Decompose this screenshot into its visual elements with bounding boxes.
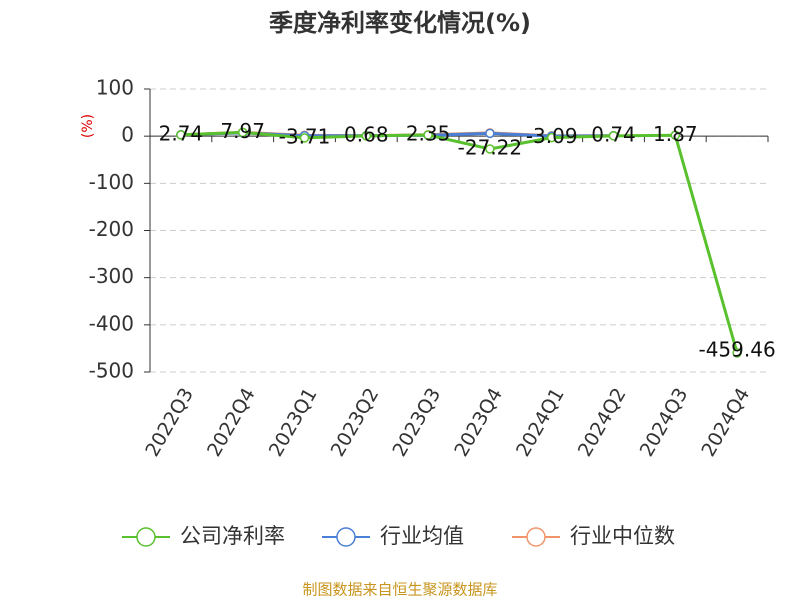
data-label: 2.35 [406, 122, 451, 146]
data-label: -3.09 [526, 124, 578, 148]
point [608, 131, 619, 141]
y-axis-label: (%) [80, 114, 96, 138]
legend-marker [526, 527, 546, 547]
x-tick-label: 2023Q4 [450, 384, 507, 460]
data-label: 0.68 [344, 122, 389, 146]
data-label: 7.97 [220, 119, 265, 143]
legend-item: 行业均值 [322, 524, 464, 548]
data-label: 2.74 [159, 121, 204, 145]
data-label: 0.74 [591, 122, 636, 146]
legend-marker [136, 527, 156, 547]
point [423, 130, 433, 140]
series-line [180, 130, 739, 354]
x-tick-label: 2024Q1 [512, 384, 569, 460]
point [485, 128, 495, 139]
point [732, 348, 742, 358]
x-tick-label: 2023Q3 [388, 384, 445, 460]
point [546, 132, 557, 143]
y-tick-label: -200 [89, 217, 134, 241]
y-tick-label: -300 [89, 264, 134, 288]
legend-label: 公司净利率 [180, 524, 285, 548]
legend-marker [336, 527, 356, 547]
y-tick-label: -500 [89, 359, 134, 383]
source-note: 制图数据来自恒生聚源数据库 [302, 581, 497, 599]
x-tick-label: 2024Q2 [574, 384, 631, 460]
y-tick-label: 0 [121, 123, 134, 147]
legend-label: 行业均值 [380, 524, 464, 548]
x-tick-label: 2022Q3 [141, 384, 198, 460]
data-label: 1.87 [653, 122, 698, 146]
x-tick-label: 2024Q3 [636, 384, 693, 460]
point [299, 133, 310, 143]
legend-item: 行业中位数 [512, 524, 675, 548]
legend-item: 公司净利率 [122, 524, 285, 548]
x-tick-label: 2023Q2 [327, 384, 384, 460]
x-tick-label: 2024Q4 [697, 384, 754, 460]
data-label: -27.22 [458, 136, 522, 160]
y-tick-label: 100 [96, 76, 134, 100]
x-tick-label: 2023Q1 [265, 384, 322, 460]
x-tick-label: 2022Q4 [203, 384, 260, 460]
legend-label: 行业中位数 [570, 524, 675, 548]
data-label: -3.71 [279, 124, 331, 148]
data-label: -459.46 [698, 337, 775, 361]
y-tick-label: -100 [89, 170, 134, 194]
point [670, 130, 681, 141]
point [361, 131, 372, 141]
y-tick-label: -400 [89, 311, 134, 335]
point [176, 130, 186, 140]
chart-title: 季度净利率变化情况(%) [269, 9, 531, 37]
point [237, 127, 248, 138]
point [485, 144, 495, 154]
